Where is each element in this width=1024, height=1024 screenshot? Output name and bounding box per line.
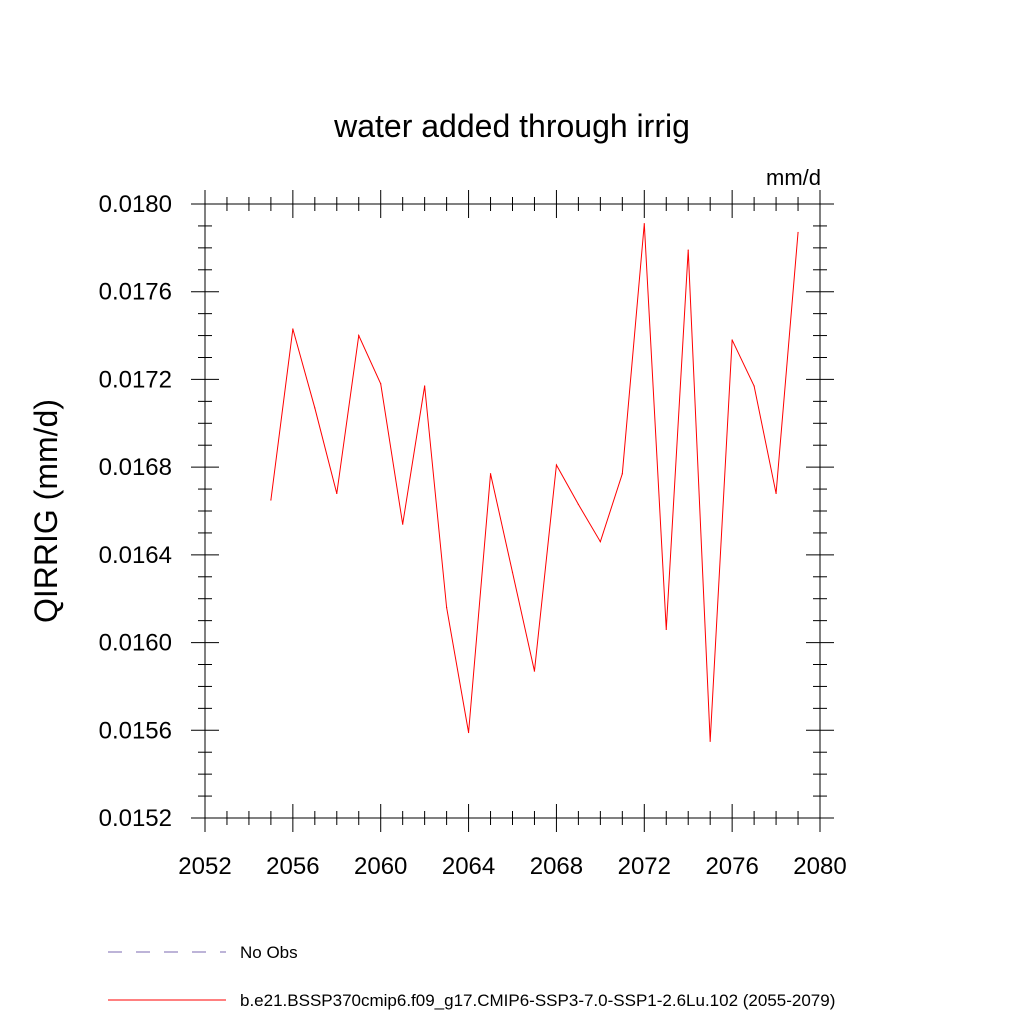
x-tick-label: 2064 [442, 853, 495, 880]
data-point [424, 385, 426, 387]
legend: No Obs b.e21.BSSP370cmip6.f09_g17.CMIP6-… [108, 943, 835, 1010]
legend-label-model-run: b.e21.BSSP370cmip6.f09_g17.CMIP6-SSP3-7.… [240, 991, 835, 1010]
data-point [336, 492, 338, 495]
y-axis-label: QIRRIG (mm/d) [28, 399, 64, 623]
data-point [292, 328, 294, 330]
data-point [489, 473, 492, 475]
data-point [599, 541, 601, 543]
x-tick-label: 2072 [618, 853, 671, 880]
data-point [731, 339, 733, 341]
chart-title: water added through irrig [333, 108, 690, 144]
data-point [775, 492, 777, 495]
y-tick-label: 0.0168 [99, 454, 172, 481]
y-tick-label: 0.0164 [99, 542, 172, 569]
data-point [467, 731, 470, 734]
series-line [270, 223, 799, 742]
y-tick-labels: 0.0152 0.0156 0.0160 0.0164 0.0168 0.0172 0.01… [99, 191, 172, 832]
data-point [687, 249, 689, 251]
data-point [314, 407, 316, 409]
data-point [402, 523, 404, 525]
y-tick-label: 0.0160 [99, 630, 172, 657]
data-point [753, 385, 755, 387]
data-point [511, 571, 514, 574]
data-point [643, 223, 645, 225]
legend-label-no-obs: No Obs [240, 943, 298, 962]
data-point [533, 670, 536, 672]
data-point [621, 473, 623, 475]
data-point [797, 231, 799, 234]
data-point [555, 464, 558, 466]
data-point [577, 503, 579, 506]
axis-ticks [191, 190, 834, 832]
data-point [380, 383, 382, 385]
data-point [358, 334, 360, 337]
y-tick-label: 0.0156 [99, 717, 172, 744]
y-tick-label: 0.0176 [99, 279, 172, 306]
units-label: mm/d [766, 165, 821, 190]
x-tick-label: 2056 [266, 853, 319, 880]
data-point [270, 499, 272, 501]
plot-frame [204, 203, 821, 819]
data-point [709, 740, 711, 742]
y-tick-label: 0.0152 [99, 805, 172, 832]
series-lines [270, 223, 799, 742]
x-tick-label: 2060 [354, 853, 407, 880]
x-tick-label: 2068 [530, 853, 583, 880]
x-tick-label: 2076 [705, 853, 758, 880]
y-tick-label: 0.0180 [99, 191, 172, 218]
x-tick-label: 2052 [178, 853, 231, 880]
y-tick-label: 0.0172 [99, 366, 172, 393]
x-tick-labels: 2052 2056 2060 2064 2068 2072 2076 2080 [178, 853, 846, 880]
x-tick-label: 2080 [793, 853, 846, 880]
data-point [446, 606, 448, 609]
data-point [665, 628, 667, 631]
